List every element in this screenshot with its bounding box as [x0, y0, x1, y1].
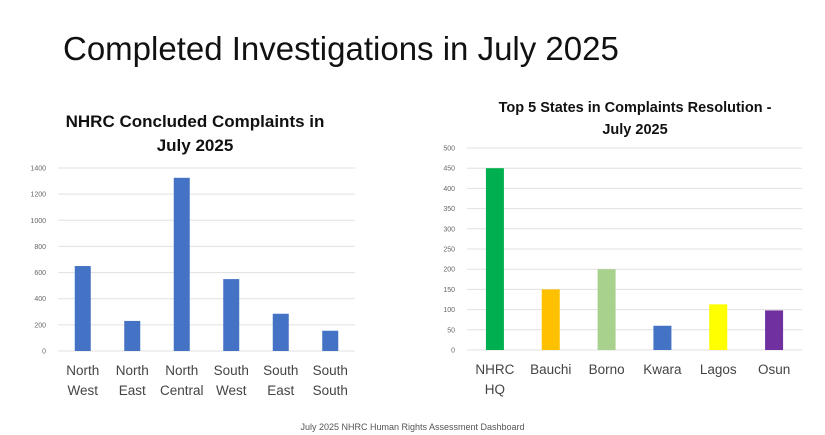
x-tick-label: North: [116, 363, 149, 378]
y-tick-label: 450: [443, 166, 455, 173]
y-tick-label: 300: [443, 226, 455, 233]
x-tick-label: HQ: [485, 382, 505, 397]
chart2-title-line1: Top 5 States in Complaints Resolution -: [498, 100, 772, 116]
y-tick-label: 400: [34, 296, 46, 303]
chart2-title-line2: July 2025: [602, 122, 668, 138]
bar: [223, 279, 240, 351]
x-tick-label: East: [267, 383, 294, 398]
bar: [124, 320, 141, 351]
y-tick-label: 1200: [30, 192, 46, 199]
slide-footer: July 2025 NHRC Human Rights Assessment D…: [300, 422, 525, 432]
slide-title: Completed Investigations in July 2025: [63, 30, 619, 67]
y-tick-label: 350: [443, 206, 455, 213]
y-tick-label: 0: [42, 349, 46, 356]
y-tick-label: 600: [34, 270, 46, 277]
y-tick-label: 0: [451, 348, 455, 355]
chart2-title: Top 5 States in Complaints Resolution - …: [460, 97, 810, 141]
chart1-title: NHRC Concluded Complaints in July 2025: [40, 110, 350, 158]
x-tick-label: South: [214, 363, 249, 378]
bar: [74, 266, 91, 351]
y-tick-label: 100: [443, 307, 455, 314]
bar: [485, 168, 504, 350]
chart1-title-line1: NHRC Concluded Complaints in: [65, 112, 325, 131]
x-tick-label: South: [313, 383, 348, 398]
y-tick-label: 250: [443, 247, 455, 254]
y-tick-label: 1000: [30, 218, 46, 225]
x-tick-label: North: [66, 363, 99, 378]
chart1-title-line2: July 2025: [156, 136, 234, 155]
y-tick-label: 800: [34, 244, 46, 251]
x-tick-label: Osun: [758, 362, 790, 377]
y-tick-label: 400: [443, 186, 455, 193]
bar: [653, 325, 672, 350]
y-tick-label: 150: [443, 287, 455, 294]
x-tick-label: NHRC: [475, 362, 514, 377]
y-tick-label: 1400: [30, 166, 46, 173]
bar: [709, 304, 728, 350]
x-tick-label: Borno: [589, 362, 625, 377]
x-tick-label: Bauchi: [530, 362, 571, 377]
bar: [597, 269, 616, 350]
x-tick-label: South: [263, 363, 298, 378]
bar: [272, 313, 289, 351]
x-tick-label: Lagos: [700, 362, 737, 377]
y-tick-label: 50: [447, 327, 455, 334]
x-tick-label: West: [216, 383, 247, 398]
x-tick-label: South: [313, 363, 348, 378]
y-tick-label: 200: [34, 322, 46, 329]
bar: [173, 177, 190, 351]
y-tick-label: 200: [443, 267, 455, 274]
x-tick-label: Kwara: [643, 362, 682, 377]
y-tick-label: 500: [443, 146, 455, 153]
bar: [541, 289, 560, 350]
x-tick-label: West: [67, 383, 98, 398]
x-tick-label: East: [119, 383, 146, 398]
bar: [322, 330, 339, 351]
x-tick-label: Central: [160, 383, 204, 398]
x-tick-label: North: [165, 363, 198, 378]
bar: [765, 310, 784, 350]
